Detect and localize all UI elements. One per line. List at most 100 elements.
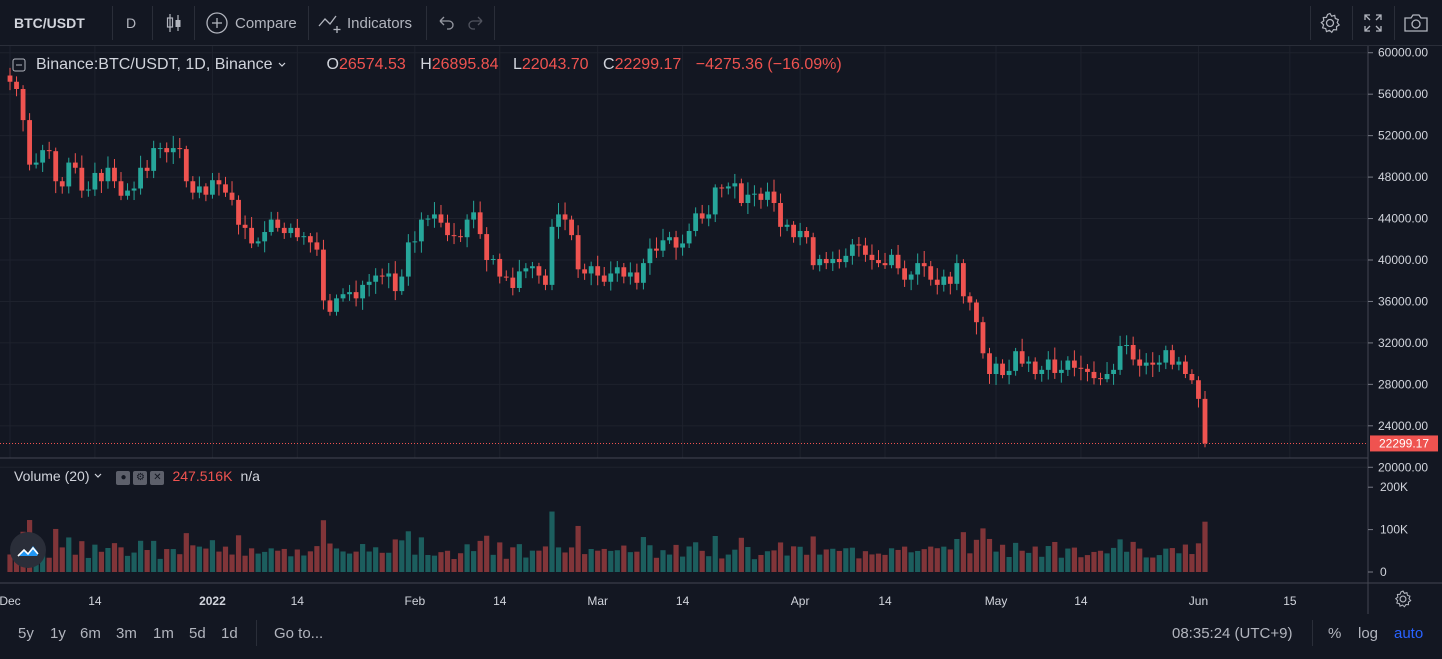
volume-bar [255,553,261,572]
volume-bar [405,531,411,572]
range-6m[interactable]: 6m [80,624,101,642]
candle-body [797,230,803,238]
price-tick-label: 60000.00 [1378,46,1428,60]
indicators-button[interactable]: Indicators [317,0,412,46]
volume-bar [960,532,966,572]
price-axis[interactable]: 20000.00 24000.00 28000.00 32000.00 36000.00… [1368,46,1428,474]
candle-body [138,167,143,189]
volume-bar [53,528,59,572]
candle-body [627,272,633,277]
settings-button[interactable] [1318,0,1342,46]
volume-bar [131,552,137,572]
candle-body [203,186,209,195]
volume-bar [262,551,268,572]
candle-body [183,149,189,182]
chevron-down-icon[interactable] [277,60,287,70]
compare-button[interactable]: Compare [205,0,297,46]
time-tick-label: May [985,594,1008,608]
candle-body [843,255,849,263]
volume-bar [555,547,562,572]
gear-icon[interactable] [1394,590,1412,608]
auto-toggle[interactable]: auto [1394,624,1424,642]
candles [7,67,1208,448]
collapse-icon[interactable] [12,58,26,72]
last-price-label: 22299.17 [1370,435,1438,452]
log-toggle[interactable]: log [1358,624,1379,642]
candle-body [497,258,503,277]
open-label: O [326,56,339,73]
volume-bar [451,559,457,572]
candle-body [1026,361,1032,364]
gear-icon[interactable]: ⚙ [133,471,148,485]
volume-bar [653,557,660,572]
close-icon[interactable]: ✕ [150,471,165,485]
volume-bar [660,550,666,572]
candle-body [830,258,836,264]
range-5d[interactable]: 5d [189,624,206,642]
volume-bar [333,548,340,572]
percent-toggle[interactable]: % [1328,624,1342,642]
candle-body [249,227,255,244]
volume-bar [46,557,52,572]
volume-bar [921,549,927,572]
price-chart[interactable]: 20000.00 24000.00 28000.00 32000.00 36000.00… [0,46,1442,614]
tradingview-logo[interactable] [10,532,46,568]
candle-body [281,227,287,234]
time-axis-settings[interactable] [1394,590,1412,608]
volume-bar [7,554,13,572]
candle-body [20,89,26,121]
fullscreen-icon [1364,14,1382,32]
volume-axis[interactable]: 0 100K 200K [1368,480,1408,579]
chevron-down-icon[interactable] [93,471,103,481]
undo-button[interactable] [436,0,456,46]
candle-body [1104,374,1110,380]
chart-type-button[interactable] [164,0,184,46]
bottom-toolbar: 5y 1y 6m 3m 1m 5d 1d Go to... 08:35:24 (… [0,614,1442,659]
candle-body [693,213,699,231]
range-3m[interactable]: 3m [116,624,137,642]
eye-icon[interactable]: ● [116,471,131,485]
volume-bar [934,548,940,572]
volume-legend-label[interactable]: Volume (20) [14,468,90,484]
volume-bar [941,546,947,572]
interval-button[interactable]: D [126,15,137,31]
candle-body [484,234,490,260]
candle-body [405,242,411,277]
volume-bar [895,549,901,572]
volume-bar [980,528,986,572]
volume-bar [190,545,196,572]
symbol-search-button[interactable]: BTC/USDT [14,15,85,31]
candle-body [967,296,973,303]
clock-timezone[interactable]: 08:35:24 (UTC+9) [1172,624,1293,642]
volume-bar [85,557,91,572]
candle-body [549,226,555,285]
redo-button[interactable] [466,0,486,46]
range-1y[interactable]: 1y [50,624,66,642]
range-1d[interactable]: 1d [221,624,238,642]
volume-bar [229,554,235,572]
volume-bar [601,548,607,572]
volume-bar [875,553,882,572]
volume-bar [1182,544,1188,572]
toolbar-divider [152,6,153,40]
range-5y[interactable]: 5y [18,624,34,642]
candle-body [118,181,124,196]
volume-bar [464,544,470,572]
candle-body [510,277,516,288]
candle-body [804,230,810,238]
candle-body [908,274,914,280]
range-1m[interactable]: 1m [153,624,174,642]
legend-symbol[interactable]: Binance:BTC/USDT, 1D, Binance [36,56,273,73]
time-tick-label: 2022 [199,594,226,608]
candle-body [980,322,986,354]
fullscreen-button[interactable] [1362,0,1384,46]
goto-button[interactable]: Go to... [274,624,324,642]
toolbar-divider [308,6,309,40]
candle-body [334,298,339,312]
time-tick-label: 14 [1074,594,1088,608]
snapshot-button[interactable] [1403,0,1429,46]
toolbar-divider [1310,6,1311,40]
candle-body [1000,363,1005,376]
time-axis[interactable]: Dec 14 2022 14 Feb 14 Mar 14 Apr 14 May 14 Jun 15 [0,594,1297,608]
toolbar-divider [112,6,113,40]
